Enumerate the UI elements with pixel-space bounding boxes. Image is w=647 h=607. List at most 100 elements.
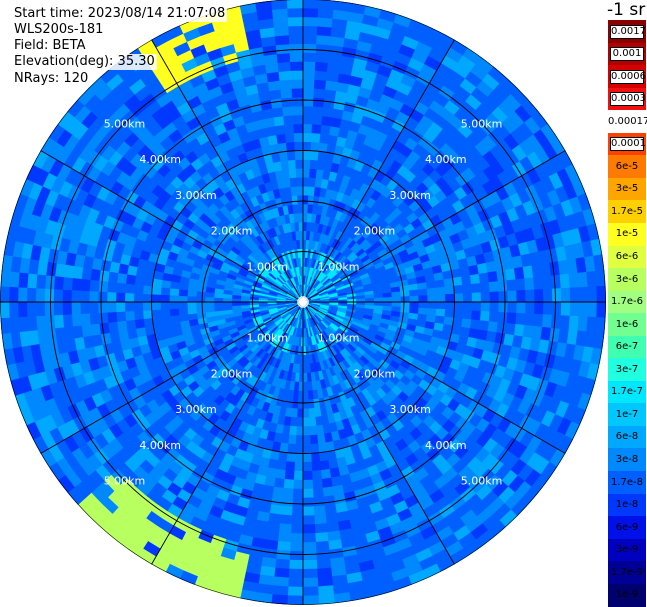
range-gate-cell [577,271,589,288]
range-gate-cell [462,292,473,303]
range-gate-cell [309,434,319,445]
range-gate-cell [311,470,322,481]
range-gate-cell [275,549,291,561]
range-gate-cell [302,159,311,169]
range-gate-cell [498,290,509,303]
range-gate-cell [97,290,108,303]
range-gate-cell [270,495,283,507]
range-gate-cell [487,321,499,334]
range-gate-cell [293,123,304,134]
range-gate-cell [291,497,304,508]
range-gate-cell [443,277,455,288]
colorbar-tick-label: 3e-9 [615,544,639,556]
range-gate-cell [106,281,118,293]
range-gate-cell [288,559,304,570]
colorbar-bin: 1e-5 [608,222,646,246]
range-gate-cell [115,282,127,293]
range-gate-cell [298,230,304,241]
range-gate-cell [426,308,437,317]
range-gate-cell [461,275,472,286]
range-gate-cell [177,295,188,303]
range-gate-cell [302,96,315,107]
range-gate-cell [533,313,544,328]
range-gate-cell [213,301,224,307]
colorbar-bin: 3e-6 [608,268,646,292]
range-gate-cell [151,309,162,319]
range-gate-cell [302,372,308,383]
range-gate-cell [276,52,291,64]
range-gate-cell [489,291,500,303]
range-gate-cell [97,280,109,293]
range-gate-cell [284,461,295,472]
range-gate-cell [309,168,318,179]
range-gate-cell [551,301,562,316]
range-gate-cell [302,577,319,588]
range-gate-cell [316,433,326,445]
range-gate-cell [89,279,100,292]
range-gate-cell [307,399,315,410]
range-gate-cell [302,105,314,116]
range-gate-cell [314,532,329,543]
range-gate-cell [323,495,336,507]
range-gate-cell [271,7,289,19]
range-gate-cell [307,390,314,401]
range-gate-cell [310,443,320,454]
range-gate-cell [294,150,304,160]
range-gate-cell [151,316,163,327]
range-gate-cell [313,505,326,516]
range-gate-cell [296,176,304,187]
range-gate-cell [276,133,287,144]
range-gate-cell [311,461,322,472]
range-gate-cell [222,305,233,311]
range-gate-cell [298,212,304,223]
range-gate-cell [302,381,308,392]
colorbar-bin: 1.7e-7 [608,380,646,404]
range-gate-cell [271,106,284,118]
range-gate-cell [578,301,589,318]
range-gate-cell [115,311,127,322]
range-gate-cell [471,310,482,321]
range-gate-cell [314,61,329,72]
range-gate-cell [295,159,304,169]
range-gate-cell [373,293,384,299]
range-gate-cell [62,289,72,303]
range-gate-cell [290,61,304,71]
range-gate-cell [425,280,437,290]
range-gate-cell [435,286,446,296]
range-gate-cell [302,479,314,490]
range-ring-label: 1.00km [318,260,360,273]
range-gate-cell [270,97,283,109]
range-gate-cell [302,141,312,152]
range-gate-cell [524,277,535,291]
colorbar-tick-label: 3e-5 [615,183,639,195]
range-gate-cell [286,595,304,605]
range-gate-cell [302,550,317,561]
range-gate-cell [302,52,317,63]
range-gate-cell [316,558,332,570]
range-gate-cell [279,514,293,525]
range-gate-cell [469,319,481,331]
range-ring-label: 4.00km [139,439,181,452]
range-gate-cell [453,284,464,295]
range-gate-cell [231,301,242,307]
range-gate-cell [560,301,571,317]
range-gate-cell [178,313,189,322]
range-gate-cell [596,285,606,303]
range-gate-cell [417,282,428,291]
range-gate-cell [186,307,197,315]
range-gate-cell [317,585,335,597]
range-gate-cell [310,452,321,463]
range-gate-cell [596,301,606,319]
field-text: Field: BETA [12,38,88,54]
range-gate-cell [274,124,286,136]
range-gate-cell [169,308,180,317]
colorbar-tick-label: 6e-8 [615,431,639,443]
colorbar-tick-label: 1.7e-9 [610,566,644,578]
range-gate-cell [364,297,375,303]
range-gate-cell [302,444,312,454]
range-gate-cell [373,297,384,303]
range-gate-cell [195,306,206,314]
range-gate-cell [169,301,179,310]
range-gate-cell [302,69,316,80]
range-gate-cell [106,291,117,303]
